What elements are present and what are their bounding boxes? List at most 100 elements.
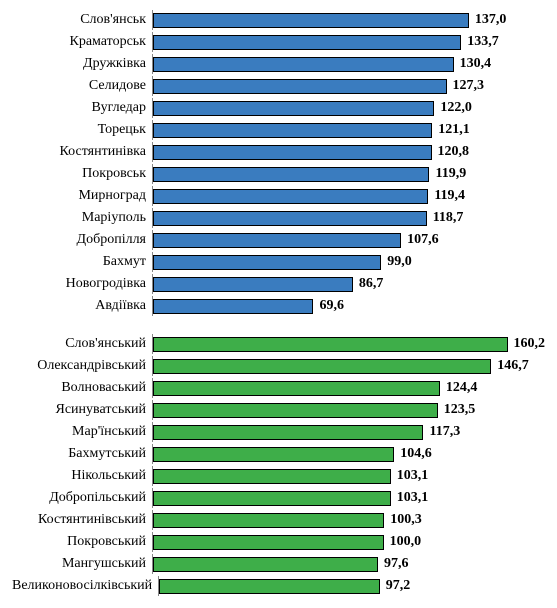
bar-area: 100,3 xyxy=(152,510,545,530)
bar xyxy=(153,513,384,528)
bar-row: Нікольський103,1 xyxy=(12,466,545,486)
category-label: Слов'янський xyxy=(12,336,152,352)
bar xyxy=(153,535,384,550)
bar-row: Вугледар122,0 xyxy=(12,98,545,118)
bar-area: 137,0 xyxy=(152,10,545,30)
chart-top: Слов'янськ137,0Краматорськ133,7Дружківка… xyxy=(12,10,545,316)
bar-area: 130,4 xyxy=(152,54,545,74)
category-label: Слов'янськ xyxy=(12,12,152,28)
bar-area: 133,7 xyxy=(152,32,545,52)
bar-row: Костянтинівка 120,8 xyxy=(12,142,545,162)
value-label: 121,1 xyxy=(438,122,470,138)
bar-area: 121,1 xyxy=(152,120,545,140)
category-label: Вугледар xyxy=(12,100,152,116)
bar-area: 99,0 xyxy=(152,252,545,272)
bar-row: Слов'янський 160,2 xyxy=(12,334,545,354)
bar-row: Мирноград119,4 xyxy=(12,186,545,206)
bar-row: Покровський 100,0 xyxy=(12,532,545,552)
value-label: 120,8 xyxy=(438,144,470,160)
category-label: Новогродівка xyxy=(12,276,152,292)
value-label: 99,0 xyxy=(387,254,412,270)
bar xyxy=(153,447,394,462)
category-label: Бахмутський xyxy=(12,446,152,462)
bar-area: 127,3 xyxy=(152,76,545,96)
bar-area: 118,7 xyxy=(152,208,545,228)
category-label: Торецьк xyxy=(12,122,152,138)
bar xyxy=(153,277,353,292)
bar-area: 69,6 xyxy=(152,296,545,316)
bar-row: Торецьк 121,1 xyxy=(12,120,545,140)
category-label: Покровський xyxy=(12,534,152,550)
bar xyxy=(153,35,461,50)
category-label: Покровськ xyxy=(12,166,152,182)
value-label: 97,6 xyxy=(384,556,409,572)
bar xyxy=(153,79,447,94)
value-label: 100,0 xyxy=(390,534,422,550)
bar-row: Авдіївка 69,6 xyxy=(12,296,545,316)
value-label: 69,6 xyxy=(319,298,344,314)
value-label: 86,7 xyxy=(359,276,384,292)
bar-row: Новогродівка 86,7 xyxy=(12,274,545,294)
value-label: 127,3 xyxy=(453,78,485,94)
value-label: 137,0 xyxy=(475,12,507,28)
category-label: Маріуполь xyxy=(12,210,152,226)
bar xyxy=(153,211,427,226)
category-label: Добропільський xyxy=(12,490,152,506)
bar-row: Добропільський 103,1 xyxy=(12,488,545,508)
bar-area: 97,2 xyxy=(158,576,545,596)
category-label: Мангушський xyxy=(12,556,152,572)
category-label: Бахмут xyxy=(12,254,152,270)
bar-row: Мар'їнський117,3 xyxy=(12,422,545,442)
bar xyxy=(153,425,423,440)
bar-area: 107,6 xyxy=(152,230,545,250)
bar-area: 119,9 xyxy=(152,164,545,184)
bar-area: 104,6 xyxy=(152,444,545,464)
value-label: 146,7 xyxy=(497,358,529,374)
bar-area: 117,3 xyxy=(152,422,545,442)
value-label: 97,2 xyxy=(386,578,411,594)
value-label: 160,2 xyxy=(514,336,546,352)
category-label: Нікольський xyxy=(12,468,152,484)
bar-row: Маріуполь118,7 xyxy=(12,208,545,228)
bar xyxy=(153,381,440,396)
bar xyxy=(153,167,429,182)
bar-row: Покровськ 119,9 xyxy=(12,164,545,184)
bar xyxy=(153,469,391,484)
bar-row: Краматорськ133,7 xyxy=(12,32,545,52)
bar xyxy=(153,491,391,506)
bar xyxy=(153,403,438,418)
bar xyxy=(153,189,428,204)
bar xyxy=(159,579,380,594)
bar xyxy=(153,557,378,572)
bar xyxy=(153,145,432,160)
bar-area: 122,0 xyxy=(152,98,545,118)
bar-row: Бахмутський104,6 xyxy=(12,444,545,464)
bar-area: 97,6 xyxy=(152,554,545,574)
category-label: Дружківка xyxy=(12,56,152,72)
value-label: 119,4 xyxy=(434,188,465,204)
bar-row: Ясинуватський 123,5 xyxy=(12,400,545,420)
bar-row: Добропілля107,6 xyxy=(12,230,545,250)
category-label: Ясинуватський xyxy=(12,402,152,418)
bar xyxy=(153,337,508,352)
bar-area: 120,8 xyxy=(152,142,545,162)
bar-row: Олександрівський146,7 xyxy=(12,356,545,376)
category-label: Волноваський xyxy=(12,380,152,396)
value-label: 103,1 xyxy=(397,490,429,506)
category-label: Костянтинівський xyxy=(12,512,152,528)
category-label: Авдіївка xyxy=(12,298,152,314)
category-label: Селидове xyxy=(12,78,152,94)
category-label: Великоновосілківський xyxy=(12,578,158,594)
value-label: 124,4 xyxy=(446,380,478,396)
bar xyxy=(153,123,432,138)
bar-row: Дружківка130,4 xyxy=(12,54,545,74)
category-label: Костянтинівка xyxy=(12,144,152,160)
category-label: Мар'їнський xyxy=(12,424,152,440)
value-label: 119,9 xyxy=(435,166,466,182)
bar-area: 160,2 xyxy=(152,334,545,354)
value-label: 123,5 xyxy=(444,402,476,418)
bar-row: Великоновосілківський 97,2 xyxy=(12,576,545,596)
bar-row: Селидове 127,3 xyxy=(12,76,545,96)
category-label: Добропілля xyxy=(12,232,152,248)
category-label: Краматорськ xyxy=(12,34,152,50)
